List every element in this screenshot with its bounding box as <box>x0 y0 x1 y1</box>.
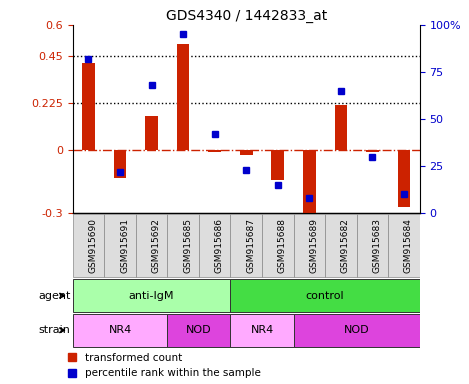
Text: control: control <box>306 291 344 301</box>
Text: NR4: NR4 <box>250 325 273 335</box>
Title: GDS4340 / 1442833_at: GDS4340 / 1442833_at <box>166 8 327 23</box>
Text: GSM915689: GSM915689 <box>310 218 318 273</box>
FancyBboxPatch shape <box>73 214 104 277</box>
Text: GSM915690: GSM915690 <box>89 218 98 273</box>
Text: GSM915683: GSM915683 <box>372 218 381 273</box>
Text: GSM915686: GSM915686 <box>215 218 224 273</box>
Text: GSM915691: GSM915691 <box>120 218 129 273</box>
Text: anti-IgM: anti-IgM <box>129 291 174 301</box>
FancyBboxPatch shape <box>294 214 325 277</box>
FancyBboxPatch shape <box>262 214 294 277</box>
FancyBboxPatch shape <box>325 214 356 277</box>
FancyBboxPatch shape <box>199 214 230 277</box>
Text: NOD: NOD <box>344 325 370 335</box>
FancyBboxPatch shape <box>294 314 420 347</box>
Bar <box>208 151 221 152</box>
FancyBboxPatch shape <box>167 314 230 347</box>
Bar <box>113 151 126 177</box>
Text: agent: agent <box>38 291 70 301</box>
Bar <box>366 151 379 152</box>
Text: GSM915687: GSM915687 <box>246 218 255 273</box>
Text: GSM915682: GSM915682 <box>341 218 350 273</box>
Bar <box>145 116 158 151</box>
Bar <box>82 63 95 151</box>
FancyBboxPatch shape <box>388 214 420 277</box>
FancyBboxPatch shape <box>356 214 388 277</box>
Text: strain: strain <box>38 325 70 335</box>
FancyBboxPatch shape <box>136 214 167 277</box>
Bar <box>272 151 284 180</box>
Bar <box>303 151 316 222</box>
FancyBboxPatch shape <box>230 214 262 277</box>
Legend: transformed count, percentile rank within the sample: transformed count, percentile rank withi… <box>64 349 265 382</box>
FancyBboxPatch shape <box>230 279 420 312</box>
Text: GSM915688: GSM915688 <box>278 218 287 273</box>
Text: GSM915685: GSM915685 <box>183 218 192 273</box>
Bar <box>177 44 189 151</box>
FancyBboxPatch shape <box>167 214 199 277</box>
Text: GSM915692: GSM915692 <box>151 218 160 273</box>
FancyBboxPatch shape <box>104 214 136 277</box>
FancyBboxPatch shape <box>230 314 294 347</box>
Text: NR4: NR4 <box>108 325 132 335</box>
Bar <box>334 106 347 151</box>
Text: GSM915684: GSM915684 <box>404 218 413 273</box>
FancyBboxPatch shape <box>73 314 167 347</box>
Text: NOD: NOD <box>186 325 212 335</box>
Bar <box>240 151 252 155</box>
Bar <box>398 151 410 207</box>
FancyBboxPatch shape <box>73 279 230 312</box>
